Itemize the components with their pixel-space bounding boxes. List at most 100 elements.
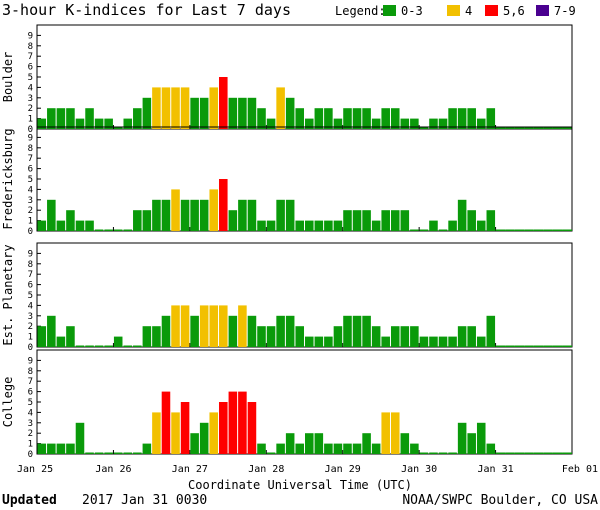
bar [94, 345, 104, 347]
bar [495, 127, 506, 129]
bar [37, 220, 47, 231]
bar [476, 220, 486, 231]
y-tick-label: 7 [28, 52, 33, 62]
y-tick-label: 0 [28, 450, 33, 460]
bar [56, 443, 66, 454]
bar [543, 452, 553, 454]
y-tick-label: 6 [28, 281, 33, 291]
bar [486, 210, 496, 231]
x-tick-label: Jan 28 [248, 464, 284, 475]
bar [113, 229, 123, 231]
bar [123, 345, 133, 347]
bar [238, 305, 247, 347]
bar [448, 108, 457, 129]
bar [552, 345, 563, 347]
bar [152, 326, 161, 347]
y-tick-label: 4 [28, 83, 33, 93]
bar [238, 199, 247, 231]
bar [133, 108, 142, 129]
bar [285, 97, 295, 129]
y-tick-label: 2 [28, 429, 33, 439]
bar [514, 127, 525, 129]
bar [381, 412, 390, 454]
y-tick-label: 8 [28, 42, 33, 52]
bar [257, 220, 266, 231]
bar [257, 326, 266, 347]
bar [219, 305, 228, 347]
x-tick-label: Jan 31 [478, 464, 514, 475]
bar [476, 336, 486, 347]
bar [209, 305, 219, 347]
bar [85, 345, 94, 347]
y-tick-label: 9 [28, 356, 33, 366]
bar [276, 443, 285, 454]
bar [171, 189, 180, 231]
y-tick-label: 2 [28, 322, 33, 332]
bar [467, 210, 476, 231]
bar [333, 326, 343, 347]
bar [66, 210, 75, 231]
bar [142, 210, 152, 231]
bar [371, 443, 381, 454]
bar [37, 443, 47, 454]
bar [390, 210, 400, 231]
bar [457, 199, 467, 231]
y-tick-label: 8 [28, 260, 33, 270]
bar [219, 179, 228, 231]
bar [514, 345, 525, 347]
bar [133, 345, 142, 347]
bar [305, 433, 314, 454]
bar [180, 402, 190, 454]
y-tick-label: 5 [28, 175, 33, 185]
bar [495, 229, 506, 231]
bar [562, 127, 572, 129]
bar [133, 210, 142, 231]
bar [285, 433, 295, 454]
y-tick-label: 1 [28, 217, 33, 227]
bar [190, 97, 199, 129]
bar [533, 229, 544, 231]
bar [94, 452, 104, 454]
bar [199, 97, 209, 129]
bar [123, 118, 133, 129]
bar [352, 210, 362, 231]
panel-label: Est. Planetary [1, 244, 15, 345]
bar [505, 345, 515, 347]
bar [543, 345, 553, 347]
bar [247, 199, 257, 231]
bar [562, 452, 572, 454]
bar [457, 108, 467, 129]
x-axis-label: Coordinate Universal Time (UTC) [188, 478, 412, 492]
bar [94, 118, 104, 129]
bar [190, 315, 199, 347]
bar [305, 118, 314, 129]
bar [562, 229, 572, 231]
x-tick-label: Jan 27 [172, 464, 208, 475]
bar [400, 326, 410, 347]
bar [47, 315, 56, 347]
bar [486, 315, 496, 347]
bar [381, 210, 390, 231]
bar [419, 127, 429, 129]
y-tick-label: 9 [28, 133, 33, 143]
bar [285, 315, 295, 347]
bar [47, 108, 56, 129]
bar [314, 433, 324, 454]
bar [104, 345, 113, 347]
y-tick-label: 8 [28, 144, 33, 154]
y-tick-label: 1 [28, 115, 33, 125]
y-tick-label: 0 [28, 125, 33, 135]
bar [533, 452, 544, 454]
y-tick-label: 3 [28, 419, 33, 429]
bar [113, 336, 123, 347]
y-tick-label: 0 [28, 343, 33, 353]
panel-frame [36, 349, 573, 455]
y-tick-label: 1 [28, 333, 33, 343]
legend-swatch [383, 5, 396, 16]
bar [390, 326, 400, 347]
bar [219, 402, 228, 454]
panels: Boulder0123456789Fredericksburg012345678… [1, 24, 573, 460]
bar [85, 452, 94, 454]
